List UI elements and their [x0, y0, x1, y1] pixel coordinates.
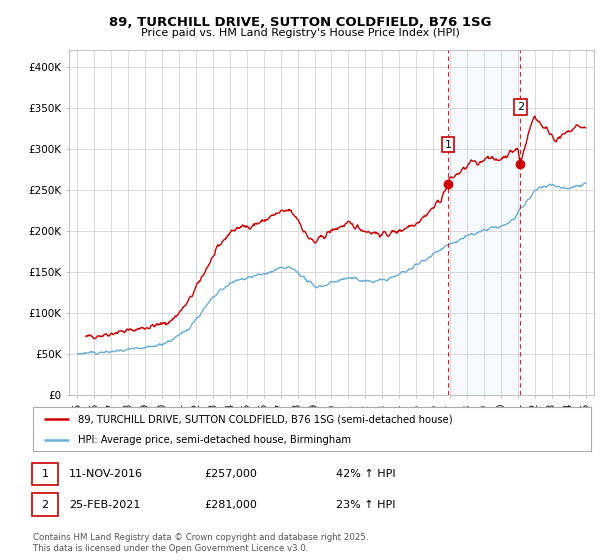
Text: 1: 1	[41, 469, 49, 479]
Text: 89, TURCHILL DRIVE, SUTTON COLDFIELD, B76 1SG: 89, TURCHILL DRIVE, SUTTON COLDFIELD, B7…	[109, 16, 491, 29]
Text: HPI: Average price, semi-detached house, Birmingham: HPI: Average price, semi-detached house,…	[77, 435, 350, 445]
Text: 2: 2	[517, 102, 524, 112]
Text: 42% ↑ HPI: 42% ↑ HPI	[336, 469, 395, 479]
Text: £257,000: £257,000	[204, 469, 257, 479]
Text: 1: 1	[445, 139, 451, 150]
Text: 89, TURCHILL DRIVE, SUTTON COLDFIELD, B76 1SG (semi-detached house): 89, TURCHILL DRIVE, SUTTON COLDFIELD, B7…	[77, 414, 452, 424]
Text: £281,000: £281,000	[204, 500, 257, 510]
Text: 11-NOV-2016: 11-NOV-2016	[69, 469, 143, 479]
Text: 25-FEB-2021: 25-FEB-2021	[69, 500, 140, 510]
Text: Price paid vs. HM Land Registry's House Price Index (HPI): Price paid vs. HM Land Registry's House …	[140, 28, 460, 38]
Text: 23% ↑ HPI: 23% ↑ HPI	[336, 500, 395, 510]
Text: Contains HM Land Registry data © Crown copyright and database right 2025.
This d: Contains HM Land Registry data © Crown c…	[33, 533, 368, 553]
Bar	[448, 50, 520, 395]
Text: 2: 2	[41, 500, 49, 510]
